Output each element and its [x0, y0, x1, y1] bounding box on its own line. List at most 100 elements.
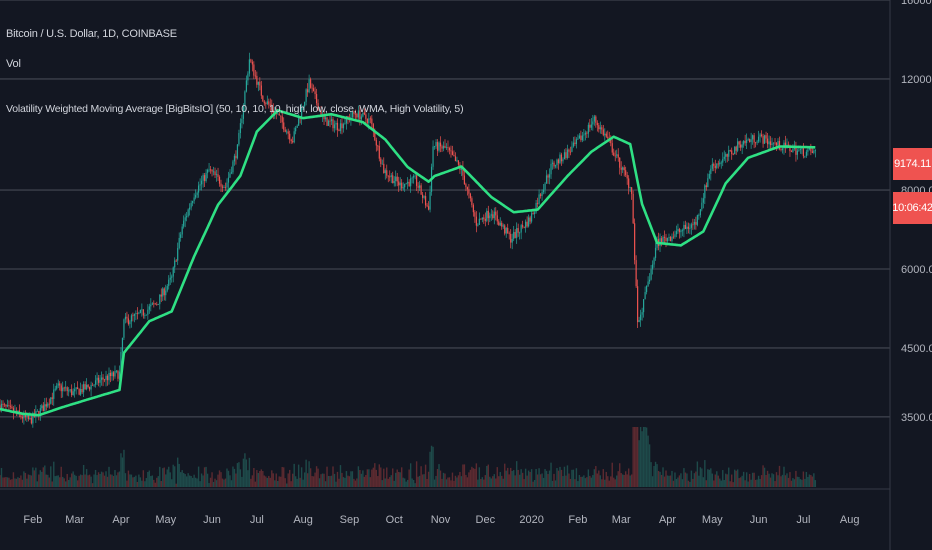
- volume-bar: [728, 467, 730, 487]
- volume-bar: [199, 481, 201, 487]
- volume-bar: [444, 473, 446, 487]
- time-tick-label: Feb: [568, 514, 587, 526]
- volume-bar: [230, 480, 233, 487]
- volume-bar: [387, 478, 389, 487]
- volume-bar: [744, 480, 746, 487]
- volume-bar: [689, 481, 691, 487]
- volume-bar: [72, 471, 74, 487]
- candle-body: [692, 224, 694, 226]
- volume-bar: [639, 427, 642, 487]
- candle-body: [605, 133, 607, 137]
- candle-body: [653, 257, 655, 265]
- candle-body: [286, 131, 288, 133]
- candle-body: [72, 391, 74, 396]
- price-tick-label: 4500.00: [901, 343, 932, 355]
- candle-body: [635, 260, 637, 287]
- volume-bar: [672, 480, 675, 487]
- candle-body: [324, 117, 327, 120]
- volume-bar: [165, 474, 167, 487]
- candle-body: [50, 397, 52, 404]
- candle-body: [69, 389, 71, 391]
- volume-bar: [532, 481, 534, 487]
- volume-bar: [6, 477, 9, 487]
- candle-body: [124, 316, 127, 320]
- candle-body: [462, 167, 464, 176]
- volume-bar: [460, 476, 463, 487]
- volume-bar: [50, 466, 52, 487]
- candle-body: [626, 174, 628, 179]
- volume-bar: [726, 474, 728, 487]
- candle-body: [118, 371, 121, 379]
- volume-bar: [178, 463, 180, 487]
- volume-bar: [148, 470, 151, 487]
- volume-bar: [738, 478, 740, 487]
- candle-body: [160, 294, 162, 297]
- volume-bar: [648, 444, 651, 487]
- time-axis[interactable]: Feb Mar Apr May Jun Jul Aug Sep Oct Nov Dec 2020 Feb…: [23, 514, 859, 526]
- candle-body: [687, 226, 690, 229]
- volume-bar: [293, 463, 295, 487]
- candle-body: [453, 154, 455, 157]
- volume-bar: [777, 475, 779, 487]
- volume-bar: [365, 475, 367, 487]
- candle-body: [723, 156, 725, 159]
- candle-body: [746, 139, 748, 143]
- volume-bar: [759, 478, 761, 487]
- volume-bar: [151, 475, 154, 487]
- volume-bar: [563, 466, 566, 487]
- volume-bar: [663, 476, 666, 487]
- candle-body: [665, 237, 667, 242]
- candle-body: [310, 79, 312, 88]
- volume-bar: [333, 473, 336, 487]
- volume-bar: [66, 473, 68, 487]
- candle-body: [740, 144, 742, 148]
- volume-bar: [357, 466, 360, 487]
- volume-bar: [569, 478, 572, 487]
- volume-bar: [445, 479, 448, 487]
- volume-bar: [624, 471, 627, 487]
- candle-body: [643, 299, 645, 313]
- volume-bar: [177, 457, 179, 487]
- candle-body: [105, 375, 107, 380]
- volume-bar: [157, 476, 159, 487]
- candle-body: [230, 172, 233, 174]
- volume-bar: [23, 471, 25, 487]
- symbol-legend[interactable]: Bitcoin / U.S. Dollar, 1D, COINBASE: [6, 28, 177, 40]
- candle-body: [241, 118, 243, 124]
- candle-body: [593, 116, 595, 122]
- candle-body: [787, 144, 790, 146]
- volume-bar: [118, 471, 121, 487]
- candle-body: [771, 143, 773, 146]
- volume-bar: [117, 472, 119, 487]
- volume-bar: [2, 477, 4, 487]
- volume-bar: [731, 474, 733, 487]
- candle-body: [59, 383, 61, 386]
- volume-bar: [389, 477, 391, 487]
- candle-body: [135, 313, 137, 315]
- volume-bar: [719, 478, 721, 487]
- indicator-legend[interactable]: Volatility Weighted Moving Average [BigB…: [6, 103, 464, 115]
- volume-bar: [85, 469, 88, 487]
- volume-bar: [656, 464, 658, 487]
- candle-body: [390, 175, 392, 177]
- candle-body: [359, 110, 361, 120]
- volume-bar: [710, 468, 712, 487]
- candle-body: [660, 238, 663, 245]
- volume-bar: [159, 466, 161, 487]
- volume-bar: [598, 470, 600, 487]
- volume-bar: [486, 465, 488, 487]
- candle-body: [522, 225, 524, 227]
- candle-body: [554, 165, 557, 167]
- volume-bar: [106, 476, 109, 487]
- volume-bar: [765, 474, 767, 487]
- time-tick-label: Feb: [23, 514, 42, 526]
- candle-body: [290, 139, 292, 142]
- candle-body: [768, 141, 770, 145]
- volume-legend[interactable]: Vol: [6, 58, 21, 70]
- candle-body: [3, 404, 6, 406]
- volume-bar: [399, 472, 401, 487]
- candle-body: [629, 187, 631, 189]
- volume-bar: [375, 469, 378, 487]
- volume-bar: [406, 479, 409, 487]
